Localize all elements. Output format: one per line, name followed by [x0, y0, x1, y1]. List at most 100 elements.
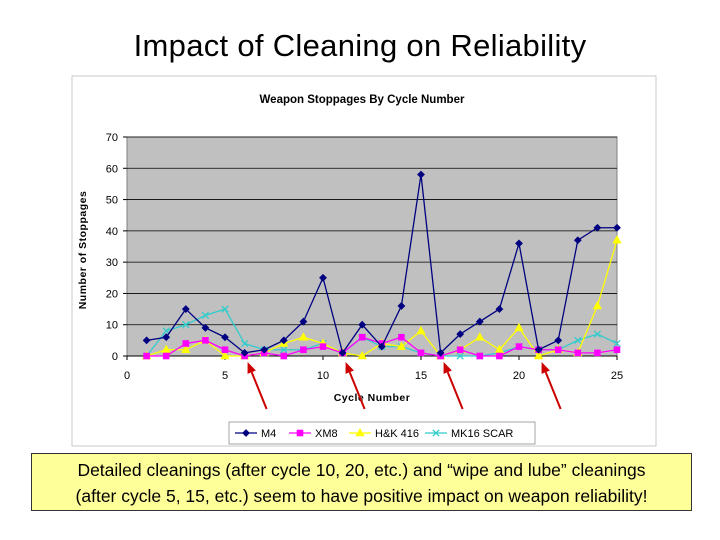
point-xm8-10 [319, 343, 327, 350]
arrow-head-11 [345, 362, 354, 374]
point-m4-8 [279, 336, 288, 345]
x-tick-label: 0 [124, 370, 130, 382]
arrow-shaft-21 [544, 371, 562, 410]
arrow-cycle-21 [541, 362, 562, 410]
gridlines [127, 136, 617, 326]
legend-item-m4: M4 [235, 428, 276, 440]
point-xm8-25 [613, 346, 621, 354]
point-mk16-scar-2-stroke-b [162, 327, 170, 335]
legend-marker-mk16-scar-stroke-b [432, 429, 440, 437]
point-xm8-8 [280, 352, 288, 360]
legend-marker-mk16-scar [432, 429, 440, 437]
point-mk16-scar-17-stroke-b [456, 352, 464, 360]
arrow-shaft-11 [348, 371, 366, 410]
point-m4-7 [260, 345, 269, 354]
point-m4-3 [181, 305, 190, 313]
point-mk16-scar-8 [280, 346, 288, 354]
point-mk16-scar-4 [201, 311, 210, 319]
point-m4-21 [534, 345, 543, 354]
x-tick-label: 10 [317, 370, 329, 382]
y-tick-label: 30 [106, 257, 118, 269]
point-xm8-2 [162, 352, 170, 360]
arrow-shaft-6 [250, 371, 268, 410]
x-axis-label: Cycle Number [334, 392, 411, 404]
point-mk16-scar-5-stroke-b [221, 305, 229, 313]
x-tick-label: 25 [611, 370, 623, 382]
point-mk16-scar-4-stroke-b [201, 311, 210, 319]
caption-box: Detailed cleanings (after cycle 10, 20, … [31, 453, 692, 511]
legend-box [228, 421, 536, 445]
point-mk16-scar-6-stroke-b [240, 339, 249, 348]
point-h-k-416-20 [514, 322, 524, 332]
point-mk16-scar-23-stroke-b [574, 336, 582, 345]
point-h-k-416-21 [533, 350, 544, 360]
point-m4-2 [162, 333, 171, 342]
point-mk16-scar-5 [221, 305, 229, 313]
point-xm8-15 [417, 349, 425, 357]
point-h-k-416-14 [396, 341, 407, 350]
point-mk16-scar-6 [240, 339, 249, 348]
x-tick-label: 5 [222, 370, 228, 382]
legend-label-xm8: XM8 [315, 428, 338, 440]
point-xm8-5 [221, 346, 229, 354]
point-m4-22 [554, 336, 563, 345]
point-xm8-24 [594, 349, 601, 357]
point-m4-24 [593, 223, 602, 232]
caption-line-1: Detailed cleanings (after cycle 10, 20, … [77, 460, 646, 480]
point-m4-1 [142, 336, 151, 345]
series-m4 [142, 170, 621, 357]
point-xm8-3 [182, 340, 190, 347]
point-h-k-416-12 [357, 350, 367, 360]
point-m4-13 [377, 342, 386, 351]
y-tick-label: 20 [106, 288, 118, 300]
point-xm8-17 [456, 346, 464, 354]
arrow-head-16 [443, 362, 452, 374]
point-m4-12 [358, 320, 367, 329]
caption-line-2: (after cycle 5, 15, etc.) seem to have p… [75, 486, 648, 506]
point-mk16-scar-25-stroke-b [613, 339, 621, 348]
slide-title: Impact of Cleaning on Reliability [133, 28, 587, 63]
point-mk16-scar-3 [182, 321, 190, 329]
arrow-cycle-11 [345, 362, 366, 410]
legend-label-mk16-scar: MK16 SCAR [451, 428, 513, 440]
point-h-k-416-5 [220, 350, 230, 360]
point-m4-25 [613, 223, 621, 232]
arrow-cycle-6 [247, 362, 268, 410]
point-xm8-20 [515, 343, 523, 350]
point-m4-4 [201, 323, 210, 332]
point-mk16-scar-24 [593, 330, 602, 338]
legend-item-mk16-scar: MK16 SCAR [425, 428, 513, 440]
point-m4-16 [436, 348, 445, 357]
point-mk16-scar-24-stroke-b [593, 330, 602, 338]
point-m4-23 [573, 236, 582, 245]
y-tick-label: 40 [106, 226, 118, 238]
point-h-k-416-25 [612, 235, 622, 244]
point-h-k-416-18 [475, 332, 485, 341]
y-tick-label: 0 [112, 351, 118, 363]
point-m4-20 [515, 239, 523, 248]
point-h-k-416-2 [161, 344, 171, 354]
point-h-k-416-9 [298, 332, 309, 341]
point-m4-18 [475, 317, 484, 326]
point-m4-5 [221, 333, 229, 342]
point-m4-11 [338, 348, 347, 357]
point-xm8-4 [202, 337, 209, 344]
x-tick-label: 20 [513, 370, 525, 382]
plot-area [126, 136, 618, 357]
point-m4-19 [495, 305, 504, 313]
point-h-k-416-3 [181, 344, 191, 354]
series-group [141, 170, 622, 360]
point-m4-14 [397, 302, 406, 310]
point-h-k-416-15 [416, 325, 426, 335]
point-xm8-19 [496, 352, 503, 360]
point-m4-9 [299, 317, 308, 326]
point-xm8-9 [300, 346, 307, 354]
y-tick-label: 10 [106, 320, 118, 332]
point-mk16-scar-3-stroke-b [182, 321, 190, 329]
point-h-k-416-19 [494, 344, 505, 354]
legend-marker-xm8 [296, 429, 304, 437]
point-xm8-23 [574, 349, 582, 357]
arrow-head-21 [541, 362, 550, 374]
y-tick-label: 60 [106, 163, 118, 175]
legend: M4 XM8 H&K 416 MK16 SCAR [228, 421, 536, 445]
